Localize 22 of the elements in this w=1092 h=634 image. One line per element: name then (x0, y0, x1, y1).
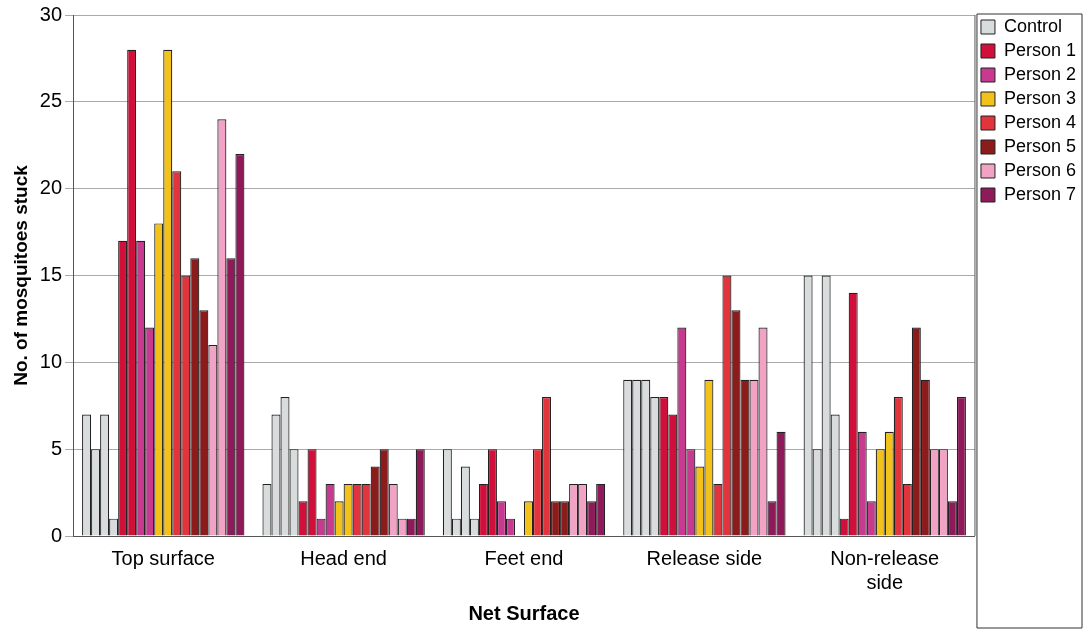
y-tick-label: 10 (39, 349, 63, 372)
y-tick-label: 20 (39, 176, 63, 199)
y-tick-label: 25 (39, 89, 63, 112)
legend-label: Person 2 (1003, 63, 1076, 84)
y-tick-label: 5 (50, 436, 63, 459)
y-axis-title: No. of mosquitoes stuck (9, 164, 31, 386)
legend-label: Person 6 (1003, 159, 1076, 180)
x-tick-label: Feet end (484, 546, 564, 569)
y-tick-label: 30 (39, 2, 63, 25)
legend-label: Control (1003, 15, 1062, 36)
y-tick-label: 15 (39, 263, 63, 286)
x-axis-title: Net Surface (468, 601, 580, 624)
legend-label: Person 7 (1003, 183, 1076, 204)
x-tick-label: Top surface (111, 546, 215, 569)
legend-label: Person 1 (1003, 39, 1076, 60)
y-tick-label: 0 (50, 523, 63, 546)
legend-label: Person 3 (1003, 87, 1076, 108)
x-tick-label: Release side (646, 546, 763, 569)
legend-label: Person 5 (1003, 135, 1076, 156)
x-tick-label: Non-release side (830, 546, 940, 593)
legend-label: Person 4 (1003, 111, 1076, 132)
x-tick-label: Head end (300, 546, 387, 569)
